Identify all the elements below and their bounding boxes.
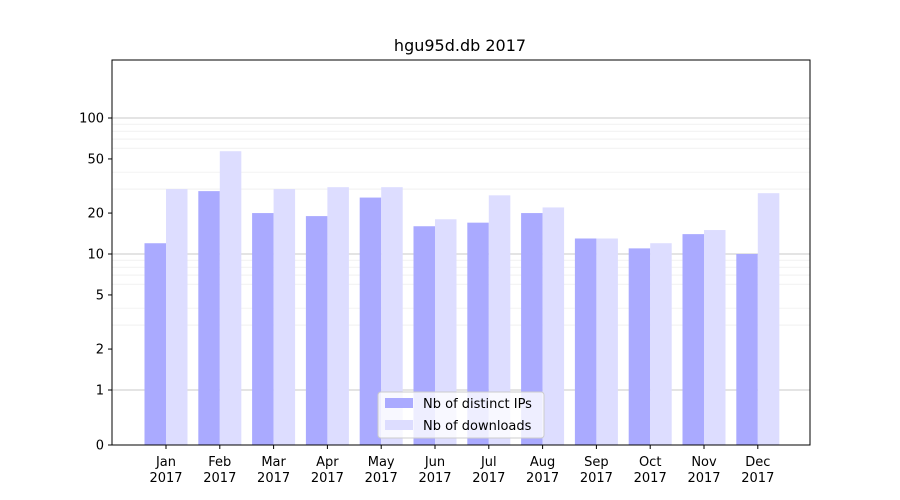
bar-downloads	[650, 243, 672, 445]
x-tick-label: May	[368, 455, 395, 470]
x-tick-label: Jul	[480, 455, 497, 470]
bar-distinct-ips	[305, 216, 328, 445]
y-tick-label: 100	[79, 112, 104, 127]
legend: Nb of distinct IPs Nb of downloads	[377, 391, 545, 439]
x-tick-sublabel: 2017	[526, 471, 559, 486]
x-tick-label: Aug	[530, 455, 555, 470]
y-tick-label: 5	[96, 288, 104, 303]
x-tick-sublabel: 2017	[472, 471, 505, 486]
bar-downloads	[596, 238, 618, 445]
legend-swatch-downloads	[385, 420, 413, 430]
bar-downloads	[542, 207, 565, 445]
bar-downloads	[757, 193, 780, 445]
bar-distinct-ips	[682, 234, 704, 445]
y-tick-label: 0	[96, 439, 104, 454]
legend-label-distinct-ips: Nb of distinct IPs	[423, 397, 532, 412]
x-tick-label: Sep	[584, 455, 609, 470]
x-tick-label: Mar	[261, 455, 286, 470]
bar-downloads	[273, 189, 296, 445]
x-tick-label: Oct	[639, 455, 661, 470]
plot-frame	[111, 59, 811, 446]
x-tick-label: Feb	[208, 455, 231, 470]
bar-distinct-ips	[736, 254, 758, 445]
bar-downloads	[488, 195, 511, 445]
bar-distinct-ips	[467, 222, 489, 445]
bar-distinct-ips	[198, 191, 220, 445]
bar-distinct-ips	[413, 226, 435, 445]
x-tick-sublabel: 2017	[257, 471, 290, 486]
bar-distinct-ips	[628, 248, 651, 445]
x-tick-sublabel: 2017	[311, 471, 344, 486]
bar-distinct-ips	[252, 213, 274, 445]
y-tick-label: 50	[87, 152, 104, 167]
y-tick-label: 1	[96, 384, 104, 399]
legend-swatch-distinct-ips	[385, 398, 413, 408]
x-tick-label: Nov	[691, 455, 717, 470]
x-tick-sublabel: 2017	[580, 471, 613, 486]
x-tick-sublabel: 2017	[634, 471, 667, 486]
bar-distinct-ips	[574, 238, 597, 445]
x-tick-sublabel: 2017	[687, 471, 720, 486]
y-tick-label: 20	[87, 207, 104, 222]
x-axis: Jan2017Feb2017Mar2017Apr2017May2017Jun20…	[149, 445, 774, 486]
legend-label-downloads: Nb of downloads	[423, 419, 532, 434]
x-tick-sublabel: 2017	[365, 471, 398, 486]
bar-distinct-ips	[521, 213, 543, 445]
bar-downloads	[435, 219, 457, 445]
y-tick-label: 10	[87, 248, 104, 263]
x-tick-label: Apr	[316, 455, 339, 470]
y-axis: 0 1 2 5 10 20 50 100	[79, 112, 112, 454]
x-tick-sublabel: 2017	[149, 471, 182, 486]
x-tick-sublabel: 2017	[741, 471, 774, 486]
bar-distinct-ips	[144, 243, 166, 445]
x-tick-sublabel: 2017	[418, 471, 451, 486]
x-tick-label: Jun	[424, 455, 445, 470]
bar-distinct-ips	[359, 197, 382, 445]
bar-downloads	[381, 187, 403, 445]
chart-title: hgu95d.db 2017	[394, 36, 526, 55]
x-tick-sublabel: 2017	[203, 471, 236, 486]
x-tick-label: Jan	[155, 455, 176, 470]
y-tick-label: 2	[96, 343, 104, 358]
bar-downloads	[166, 189, 188, 445]
x-tick-label: Dec	[745, 455, 770, 470]
bars-layer	[144, 151, 780, 445]
bar-downloads	[327, 187, 349, 445]
bar-downloads	[219, 151, 242, 445]
legend-box	[377, 391, 545, 439]
bar-downloads	[704, 230, 726, 445]
